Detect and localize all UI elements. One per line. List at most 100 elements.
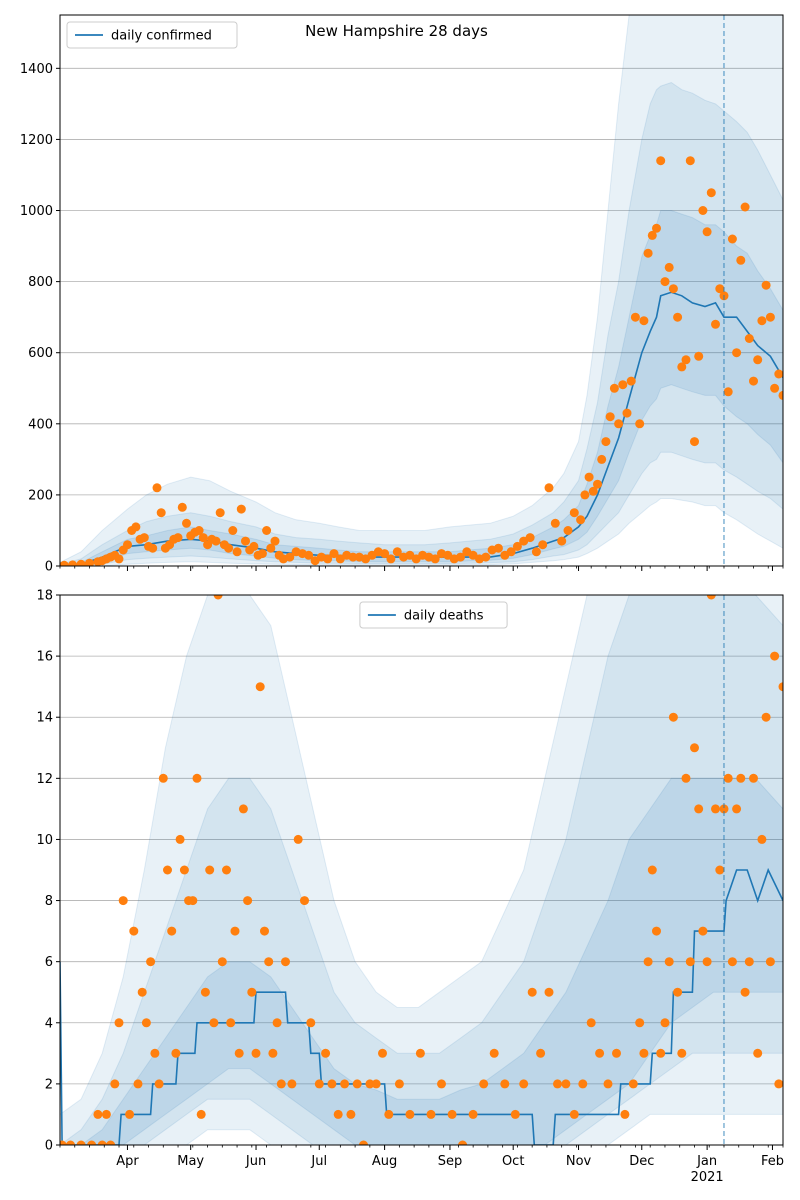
data-point — [224, 543, 234, 553]
data-point — [719, 804, 729, 814]
data-point — [209, 1018, 219, 1028]
data-point — [761, 280, 771, 290]
data-point — [133, 1079, 143, 1089]
data-point — [118, 896, 128, 906]
data-point — [137, 987, 147, 997]
data-point — [380, 549, 390, 559]
data-point — [620, 1109, 630, 1119]
data-point — [68, 560, 78, 566]
data-point — [430, 554, 440, 564]
axes-frame — [59, 594, 784, 1146]
data-point — [664, 957, 674, 967]
data-point — [468, 1109, 478, 1119]
data-point — [152, 483, 162, 493]
band-outer — [60, 15, 783, 566]
data-point — [276, 1079, 286, 1089]
y-tick-label: 400 — [28, 417, 53, 432]
legend-label: daily deaths — [404, 609, 484, 624]
data-point — [527, 987, 537, 997]
data-point — [188, 896, 198, 906]
data-point — [257, 549, 267, 559]
data-point — [359, 1140, 368, 1145]
data-point — [156, 508, 166, 518]
data-point — [101, 1109, 111, 1119]
data-point — [228, 526, 238, 535]
data-point — [643, 957, 653, 967]
data-point — [622, 408, 632, 418]
x-tick-label: Oct — [502, 1154, 524, 1169]
data-point — [635, 419, 645, 429]
data-point — [236, 504, 246, 514]
axes-frame — [59, 14, 784, 567]
x-tick-label: Aug — [372, 1154, 397, 1169]
data-point — [635, 1018, 645, 1028]
data-point — [677, 1048, 687, 1058]
y-tick-label: 0 — [45, 1139, 53, 1154]
data-point — [76, 559, 86, 566]
data-point — [255, 682, 265, 692]
data-point — [673, 987, 683, 997]
x-tick-label: Jan — [696, 1154, 717, 1169]
data-point — [519, 1079, 529, 1089]
data-point — [647, 230, 657, 240]
data-point — [597, 454, 607, 464]
data-point — [652, 223, 661, 233]
data-point — [247, 987, 257, 997]
data-point — [129, 926, 139, 936]
x-tick-label: Jun — [245, 1154, 266, 1169]
data-point — [544, 987, 554, 997]
data-point — [630, 312, 640, 322]
data-point — [618, 380, 628, 390]
data-point — [198, 533, 208, 543]
data-point — [569, 1109, 579, 1119]
data-point — [601, 437, 611, 447]
data-point — [329, 549, 339, 559]
data-point — [139, 533, 149, 543]
data-point — [238, 804, 248, 814]
data-point — [384, 1109, 394, 1119]
data-point — [272, 1018, 282, 1028]
data-point — [774, 1079, 783, 1089]
data-point — [241, 536, 250, 546]
data-point — [723, 773, 733, 783]
x-tick-label: Dec — [629, 1154, 654, 1169]
data-point — [765, 957, 775, 967]
y-tick-label: 8 — [45, 894, 53, 909]
data-point — [690, 743, 699, 753]
data-point — [736, 255, 746, 265]
y-tick-label: 18 — [36, 589, 53, 604]
data-point — [321, 1048, 331, 1058]
data-point — [639, 316, 649, 326]
data-point — [765, 312, 775, 322]
data-point — [243, 896, 253, 906]
data-point — [175, 834, 185, 844]
data-point — [97, 1140, 107, 1145]
data-point — [550, 518, 560, 528]
data-point — [732, 804, 742, 814]
data-point — [213, 595, 223, 600]
data-point — [612, 1048, 621, 1058]
data-point — [323, 554, 333, 564]
data-point — [264, 957, 274, 967]
data-point — [544, 483, 554, 493]
data-point — [576, 515, 586, 525]
data-point — [146, 957, 156, 967]
data-point — [626, 376, 636, 386]
data-point — [386, 554, 396, 564]
data-point — [639, 1048, 649, 1058]
x-tick-label: Jul — [310, 1154, 327, 1169]
data-point — [281, 957, 290, 967]
data-point — [285, 552, 295, 562]
data-point — [668, 712, 678, 722]
data-point — [447, 1109, 457, 1119]
data-point — [512, 541, 522, 551]
data-point — [578, 1079, 588, 1089]
data-point — [664, 262, 674, 272]
data-point — [260, 926, 269, 936]
data-point — [287, 1079, 297, 1089]
data-point — [182, 518, 191, 528]
y-tick-label: 6 — [45, 955, 53, 970]
confirmed-panel: 0 200 400 600 800 1000 1200 1400 New Hampshire 2… — [20, 14, 784, 575]
data-point — [757, 834, 767, 844]
